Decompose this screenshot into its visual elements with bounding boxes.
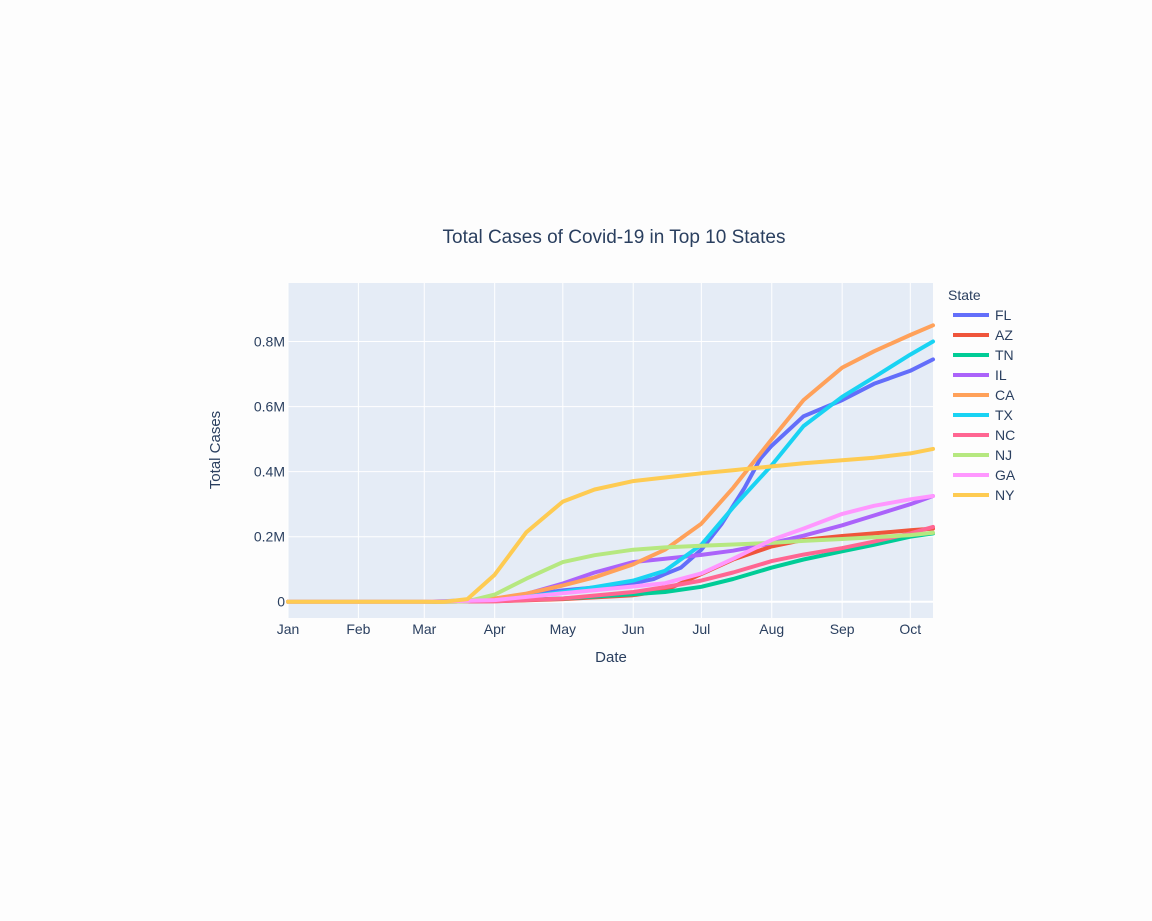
- x-tick-label: Sep: [830, 621, 855, 637]
- x-tick-label: Oct: [899, 621, 921, 637]
- legend-label-il: IL: [995, 367, 1007, 383]
- y-tick-label: 0.8M: [254, 334, 285, 350]
- legend-label-az: AZ: [995, 327, 1013, 343]
- series-line-ny: [286, 446, 935, 604]
- legend-label-nc: NC: [995, 427, 1015, 443]
- y-tick-label: 0.2M: [254, 529, 285, 545]
- x-tick-label: Aug: [759, 621, 784, 637]
- legend-label-tn: TN: [995, 347, 1014, 363]
- series-line-ga: [286, 494, 935, 604]
- plot-background: [288, 283, 933, 618]
- x-tick-label: Jun: [622, 621, 645, 637]
- legend-label-tx: TX: [995, 407, 1014, 423]
- series-lines: [286, 323, 935, 604]
- legend-title: State: [948, 287, 981, 303]
- legend-label-nj: NJ: [995, 447, 1012, 463]
- chart-title: Total Cases of Covid-19 in Top 10 States: [443, 227, 786, 248]
- y-axis-ticks: 0 0.2M 0.4M 0.6M 0.8M: [254, 334, 285, 610]
- x-tick-label: Mar: [412, 621, 436, 637]
- legend-label-fl: FL: [995, 307, 1012, 323]
- x-tick-label: Jan: [277, 621, 300, 637]
- x-tick-label: Jul: [692, 621, 710, 637]
- legend-label-ny: NY: [995, 487, 1015, 503]
- legend-label-ga: GA: [995, 467, 1016, 483]
- x-tick-label: May: [550, 621, 576, 637]
- legend-label-ca: CA: [995, 387, 1015, 403]
- y-tick-label: 0: [277, 594, 285, 610]
- y-tick-label: 0.6M: [254, 399, 285, 415]
- legend: State FL AZ TN IL CA TX NC NJ GA NY: [948, 287, 1016, 503]
- x-axis-ticks: Jan Feb Mar Apr May Jun Jul Aug Sep Oct: [277, 621, 922, 637]
- y-tick-label: 0.4M: [254, 464, 285, 480]
- x-axis-title: Date: [595, 649, 627, 666]
- y-axis-title: Total Cases: [207, 411, 224, 489]
- x-tick-label: Feb: [346, 621, 370, 637]
- x-tick-label: Apr: [484, 621, 506, 637]
